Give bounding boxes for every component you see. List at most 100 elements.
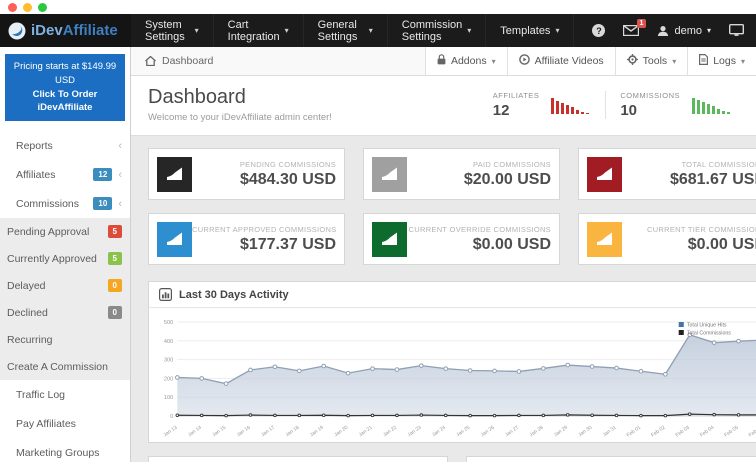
promo-order-text: Click To Order iDevAffiliate <box>32 88 98 114</box>
mini-stat-label: AFFILIATES <box>492 90 540 100</box>
stat-card-label: CURRENT OVERRIDE COMMISSIONS <box>408 224 551 234</box>
activity-chart[interactable]: 0 100 200 300 400 500 Jan 13 Jan 14 Jan 15 Jan 16… <box>149 308 756 442</box>
action-affiliate-videos-button[interactable]: Affiliate Videos <box>506 47 615 75</box>
sidebar-item-reports[interactable]: Reports ‹ <box>0 131 130 161</box>
svg-text:Jan 14: Jan 14 <box>187 425 203 439</box>
minimize-window-button[interactable] <box>23 2 32 12</box>
panel-header: Latest 5 Pending Commissions <box>149 457 447 462</box>
stat-card-current-approved-commissions[interactable]: CURRENT APPROVED COMMISSIONS $177.37 USD <box>148 213 345 265</box>
sidebar-item-label: Declined <box>7 306 48 319</box>
svg-text:Total Unique Hits: Total Unique Hits <box>687 323 727 329</box>
sidebar-item-recurring[interactable]: Recurring <box>0 326 130 354</box>
sidebar-item-pay-affiliates[interactable]: Pay Affiliates <box>0 409 130 439</box>
svg-text:Jan 27: Jan 27 <box>504 425 520 439</box>
action-logs-button[interactable]: Logs ▾ <box>687 47 756 75</box>
svg-text:Jan 15: Jan 15 <box>211 425 227 439</box>
close-window-button[interactable] <box>8 2 17 12</box>
sidebar-item-declined[interactable]: Declined 0 <box>0 299 130 327</box>
page-subtitle: Welcome to your iDevAffiliate admin cent… <box>148 112 332 123</box>
maximize-window-button[interactable] <box>38 2 47 12</box>
nav-item-label: Commission Settings <box>401 18 463 43</box>
stat-card-total-commissions[interactable]: TOTAL COMMISSIONS$681.67 USD <box>578 148 756 200</box>
sidebar-item-currently-approved[interactable]: Currently Approved 5 <box>0 245 130 273</box>
messages-icon[interactable]: 1 <box>623 19 647 36</box>
stat-card-current-tier-commissions[interactable]: CURRENT TIER COMMISSIONS$0.00 USD <box>578 213 756 265</box>
brand-logo[interactable]: iDev Affiliate <box>0 14 131 47</box>
svg-text:Jan 26: Jan 26 <box>480 425 496 439</box>
sidebar-item-traffic-log[interactable]: Traffic Log <box>0 380 130 410</box>
sidebar-item-label: Traffic Log <box>16 388 66 401</box>
sidebar-item-affiliates[interactable]: Affiliates 12 ‹ <box>0 160 130 190</box>
home-icon <box>145 56 156 66</box>
nav-item-system-settings[interactable]: System Settings ▾ <box>131 14 214 47</box>
chevron-down-icon: ▾ <box>672 56 677 66</box>
svg-text:0: 0 <box>170 414 173 420</box>
stat-card-value: $0.00 USD <box>472 235 551 253</box>
stat-card-pending-commissions[interactable]: PENDING COMMISSIONS $484.30 USD <box>148 148 345 200</box>
area-chart-icon <box>372 156 407 192</box>
sidebar-item-label: Pay Affiliates <box>16 417 76 430</box>
stat-card-current-override-commissions[interactable]: CURRENT OVERRIDE COMMISSIONS $0.00 USD <box>363 213 560 265</box>
messages-badge: 1 <box>636 19 647 28</box>
svg-text:Jan 18: Jan 18 <box>285 425 301 439</box>
sidebar-item-create-a-commission[interactable]: Create A Commission <box>0 353 130 381</box>
mini-stat-affiliates: AFFILIATES 12 <box>479 91 606 119</box>
svg-text:Total Commissions: Total Commissions <box>687 331 732 337</box>
mini-stat-value: 10 <box>620 101 638 119</box>
action-addons-button[interactable]: Addons ▾ <box>424 47 507 75</box>
svg-text:Jan 16: Jan 16 <box>236 425 252 439</box>
bottom-tables: Latest 5 Pending CommissionsDateAmountOr… <box>148 456 756 462</box>
nav-item-general-settings[interactable]: General Settings ▾ <box>304 14 388 47</box>
mini-stat-label: COMMISSIONS <box>620 90 680 100</box>
user-menu[interactable]: demo ▾ <box>657 25 711 37</box>
svg-text:500: 500 <box>164 320 173 326</box>
stat-card-paid-commissions[interactable]: PAID COMMISSIONS $20.00 USD <box>363 148 560 200</box>
order-promo-button[interactable]: Pricing starts at $149.99 USD Click To O… <box>5 54 125 122</box>
brand-icon <box>8 22 26 39</box>
mini-stat-bars-icon <box>551 96 591 114</box>
workspace: Pricing starts at $149.99 USD Click To O… <box>0 47 756 462</box>
chevron-left-icon: ‹ <box>118 168 122 181</box>
sidebar-item-commissions[interactable]: Commissions 10 ‹ <box>0 189 130 219</box>
breadcrumb-label: Dashboard <box>162 55 214 67</box>
svg-text:300: 300 <box>164 358 173 364</box>
mini-stat-bars-icon <box>692 96 732 114</box>
action-tools-button[interactable]: Tools ▾ <box>614 47 688 75</box>
stat-card-label: PAID COMMISSIONS <box>472 159 551 169</box>
lock-icon <box>437 54 451 68</box>
main-menu: System Settings ▾ Cart Integration ▾ General… <box>131 14 575 47</box>
chevron-down-icon: ▾ <box>555 26 560 35</box>
chevron-down-icon: ▾ <box>706 26 711 35</box>
sidebar-item-marketing-groups[interactable]: Marketing Groups <box>0 438 130 462</box>
action-label: Tools <box>642 55 668 67</box>
sidebar-item-badge: 0 <box>107 279 122 293</box>
stat-card-value: $177.37 USD <box>239 235 336 253</box>
svg-text:Jan 17: Jan 17 <box>260 425 276 439</box>
stat-card-label: PENDING COMMISSIONS <box>239 159 336 169</box>
stat-card-label: CURRENT APPROVED COMMISSIONS <box>192 224 336 234</box>
brand-text-idev: iDev <box>31 22 63 39</box>
stat-card-label: TOTAL COMMISSIONS <box>681 159 756 169</box>
breadcrumb[interactable]: Dashboard <box>131 47 213 75</box>
sidebar-item-delayed[interactable]: Delayed 0 <box>0 272 130 300</box>
svg-text:Jan 24: Jan 24 <box>431 425 447 439</box>
svg-text:Feb 05: Feb 05 <box>723 425 740 439</box>
sidebar-item-badge: 12 <box>93 168 113 182</box>
nav-item-cart-integration[interactable]: Cart Integration ▾ <box>214 14 304 47</box>
nav-item-commission-settings[interactable]: Commission Settings ▾ <box>388 14 487 47</box>
panel-latest-5-affiliates: Latest 5 AffiliatesSignup DateUsernameSt… <box>466 456 756 462</box>
nav-item-templates[interactable]: Templates ▾ <box>486 14 575 47</box>
sidebar-item-label: Pending Approval <box>7 225 90 238</box>
action-label: Affiliate Videos <box>534 55 604 67</box>
chevron-left-icon: ‹ <box>118 139 122 152</box>
chevron-down-icon: ▾ <box>491 56 496 66</box>
help-icon[interactable]: ? <box>592 24 606 37</box>
main-content: Dashboard Addons ▾ Affiliate Videos Tools ▾ L… <box>131 47 756 462</box>
sidebar-menu: Reports ‹ Affiliates 12 ‹ Commissions 10 ‹ Pendi… <box>0 131 130 462</box>
sidebar-item-label: Currently Approved <box>7 252 97 265</box>
nav-item-label: System Settings <box>145 18 185 43</box>
chevron-down-icon: ▾ <box>740 56 745 66</box>
display-icon[interactable] <box>729 24 744 37</box>
page-body: PENDING COMMISSIONS $484.30 USD PAID COMMI… <box>131 136 756 462</box>
sidebar-item-pending-approval[interactable]: Pending Approval 5 <box>0 218 130 246</box>
